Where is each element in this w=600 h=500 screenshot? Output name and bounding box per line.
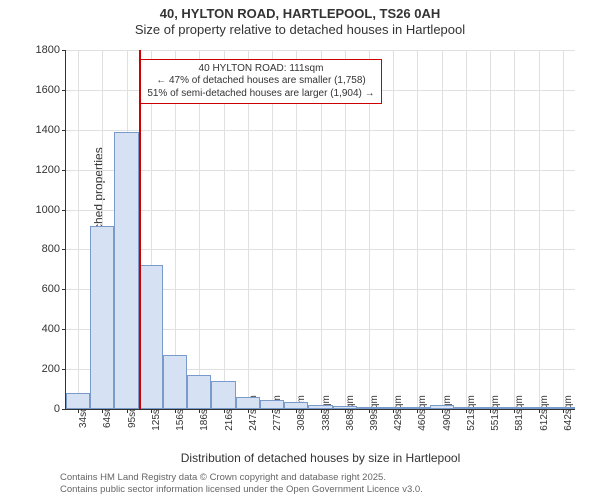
y-tick-label: 400 — [42, 323, 60, 335]
x-tick-label: 460sqm — [417, 395, 428, 431]
histogram-bar — [163, 355, 187, 409]
x-tick-label: 490sqm — [442, 395, 453, 431]
x-tick-label: 551sqm — [490, 395, 501, 431]
y-tick-label: 1400 — [36, 124, 60, 136]
y-tick-mark — [62, 170, 66, 171]
y-tick-mark — [62, 289, 66, 290]
histogram-bar — [478, 407, 502, 409]
y-tick-mark — [62, 409, 66, 410]
histogram-bar — [284, 402, 308, 409]
y-tick-mark — [62, 130, 66, 131]
histogram-bar — [90, 226, 114, 409]
x-tick-label: 338sqm — [321, 395, 332, 431]
y-tick-mark — [62, 369, 66, 370]
title-line-2: Size of property relative to detached ho… — [0, 22, 600, 37]
y-tick-label: 600 — [42, 283, 60, 295]
gridline-vertical — [514, 50, 515, 409]
x-tick-label: 581sqm — [514, 395, 525, 431]
gridline-vertical — [490, 50, 491, 409]
y-tick-label: 800 — [42, 243, 60, 255]
y-tick-label: 1600 — [36, 84, 60, 96]
footer-line-1: Contains HM Land Registry data © Crown c… — [60, 472, 423, 484]
histogram-bar — [139, 265, 163, 409]
chart-title-block: 40, HYLTON ROAD, HARTLEPOOL, TS26 0AH Si… — [0, 0, 600, 37]
histogram-bar — [66, 393, 90, 409]
y-tick-label: 1000 — [36, 204, 60, 216]
gridline-vertical — [539, 50, 540, 409]
histogram-bar — [527, 407, 551, 409]
y-tick-label: 1800 — [36, 44, 60, 56]
x-tick-label: 612sqm — [539, 395, 550, 431]
histogram-bar — [308, 405, 332, 409]
footer-line-2: Contains public sector information licen… — [60, 484, 423, 496]
histogram-bar — [381, 407, 405, 409]
chart-container: Number of detached properties Distributi… — [65, 50, 575, 410]
x-tick-label: 429sqm — [393, 395, 404, 431]
title-line-1: 40, HYLTON ROAD, HARTLEPOOL, TS26 0AH — [0, 6, 600, 21]
annotation-line-2: ← 47% of detached houses are smaller (1,… — [147, 75, 374, 88]
y-tick-mark — [62, 249, 66, 250]
histogram-bar — [211, 381, 235, 409]
histogram-bar — [187, 375, 211, 409]
gridline-vertical — [78, 50, 79, 409]
y-tick-label: 0 — [54, 403, 60, 415]
histogram-bar — [454, 407, 478, 409]
gridline-vertical — [563, 50, 564, 409]
annotation-line-3: 51% of semi-detached houses are larger (… — [147, 88, 374, 101]
annotation-box: 40 HYLTON ROAD: 111sqm ← 47% of detached… — [140, 59, 381, 105]
x-tick-label: 368sqm — [345, 395, 356, 431]
histogram-bar — [551, 407, 575, 409]
gridline-vertical — [466, 50, 467, 409]
histogram-bar — [405, 407, 429, 409]
gridline-vertical — [417, 50, 418, 409]
y-tick-mark — [62, 329, 66, 330]
x-tick-label: 642sqm — [563, 395, 574, 431]
histogram-bar — [357, 407, 381, 409]
histogram-bar — [333, 406, 357, 409]
gridline-vertical — [393, 50, 394, 409]
y-tick-label: 200 — [42, 363, 60, 375]
histogram-bar — [236, 397, 260, 409]
y-tick-mark — [62, 90, 66, 91]
annotation-line-1: 40 HYLTON ROAD: 111sqm — [147, 63, 374, 76]
histogram-bar — [430, 405, 454, 409]
footer: Contains HM Land Registry data © Crown c… — [60, 472, 423, 496]
gridline-vertical — [442, 50, 443, 409]
x-axis-label: Distribution of detached houses by size … — [181, 451, 461, 465]
y-tick-label: 1200 — [36, 164, 60, 176]
x-tick-label: 308sqm — [296, 395, 307, 431]
histogram-bar — [502, 407, 526, 409]
y-tick-mark — [62, 210, 66, 211]
x-tick-label: 521sqm — [466, 395, 477, 431]
histogram-bar — [260, 400, 284, 409]
histogram-bar — [114, 132, 138, 409]
y-tick-mark — [62, 50, 66, 51]
plot-area: Number of detached properties Distributi… — [65, 50, 575, 410]
x-tick-label: 399sqm — [369, 395, 380, 431]
